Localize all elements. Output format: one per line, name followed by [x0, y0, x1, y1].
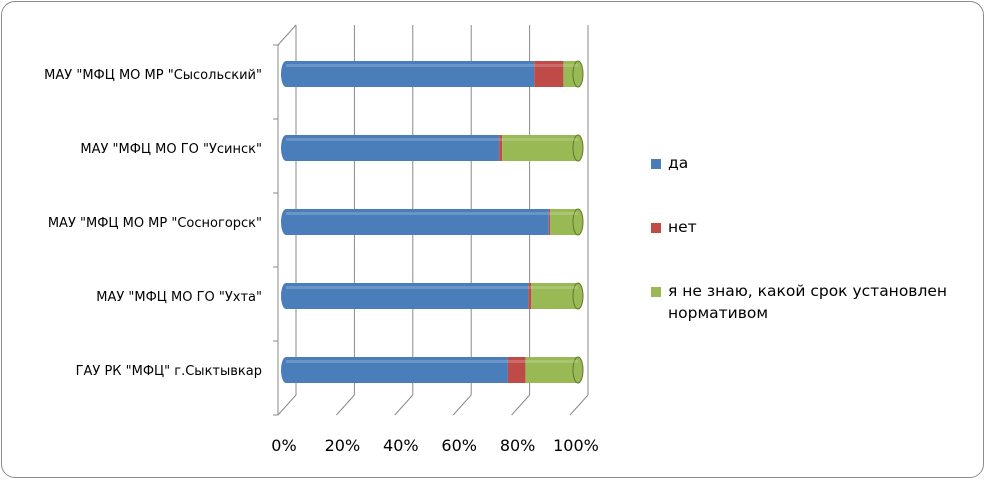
legend-swatch-ne-znayu [651, 287, 661, 297]
bar-2-cat-0 [525, 357, 578, 383]
x-tick-label: 60% [441, 436, 477, 455]
bar-highlight [286, 138, 578, 141]
bar-0-cat-0 [286, 357, 508, 383]
x-tick-label: 20% [325, 436, 361, 455]
bar-highlight [286, 360, 578, 363]
bar-highlight [286, 212, 578, 215]
bar-cap-left [281, 357, 291, 383]
legend-label-net: нет [668, 218, 697, 236]
axis-wall-top [277, 24, 297, 46]
bar-2-cat-3 [502, 135, 578, 161]
bar-cap-right [572, 282, 584, 310]
gridline-floor [511, 394, 530, 416]
legend-label-ne-znayu: я не знаю, какой срок установлен нормати… [668, 282, 948, 322]
bar-1-cat-1 [528, 283, 532, 309]
x-tick-label: 80% [500, 436, 536, 455]
bar-highlight [286, 286, 578, 289]
gridline-floor [394, 394, 414, 416]
bar-cap-left [281, 209, 291, 235]
bar-cap-left [281, 283, 291, 309]
bar-cap-left [281, 61, 291, 87]
bar-0-cat-4 [286, 61, 535, 87]
y-tick-label: ГАУ РК "МФЦ" г.Сыктывкар [76, 364, 262, 379]
gridline-floor [569, 394, 589, 416]
legend-swatch-da [651, 159, 661, 169]
legend-label-da: да [668, 154, 689, 172]
bar-1-cat-3 [499, 135, 503, 161]
y-tick-label: МАУ "МФЦ МО ГО "Усинск" [80, 142, 262, 157]
x-tick-label: 0% [271, 436, 296, 455]
bar-0-cat-1 [286, 283, 529, 309]
gridline-floor [452, 394, 472, 416]
x-tick-label: 40% [383, 436, 419, 455]
bar-0-cat-3 [286, 135, 500, 161]
legend-swatch-net [651, 223, 661, 233]
bar-1-cat-0 [507, 357, 526, 383]
bar-highlight [286, 64, 578, 67]
y-tick-label: МАУ "МФЦ МО МР "Сосногорск" [48, 216, 262, 231]
y-tick-label: МАУ "МФЦ МО МР "Сысольский" [44, 68, 262, 83]
gridline-floor [277, 394, 297, 416]
bar-cap-right [572, 208, 584, 236]
bar-cap-right [572, 134, 584, 162]
gridline-floor [336, 394, 355, 416]
bar-0-cat-2 [286, 209, 549, 235]
bar-2-cat-1 [531, 283, 578, 309]
bar-cap-right [572, 356, 584, 384]
x-tick-label: 100% [553, 436, 599, 455]
y-tick-label: МАУ "МФЦ МО ГО "Ухта" [96, 290, 262, 305]
bar-1-cat-4 [534, 61, 564, 87]
bar-cap-right [572, 60, 584, 88]
bar-1-cat-2 [548, 209, 551, 235]
bar-cap-left [281, 135, 291, 161]
